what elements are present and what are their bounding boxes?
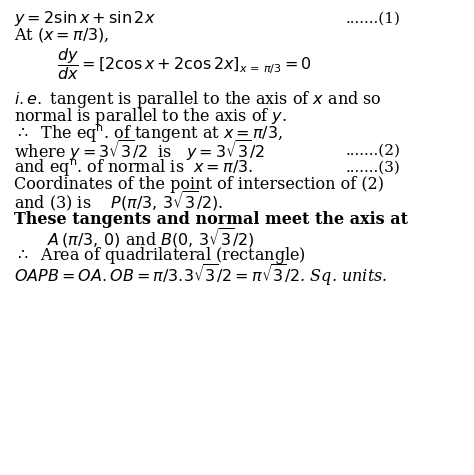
- Text: .......(2): .......(2): [346, 143, 401, 158]
- Text: $i.e.$ tangent is parallel to the axis of $x$ and so: $i.e.$ tangent is parallel to the axis o…: [14, 89, 382, 110]
- Text: $\therefore$  The eq$^{\mathrm{n}}$. of tangent at $x = \pi/3$,: $\therefore$ The eq$^{\mathrm{n}}$. of t…: [14, 124, 283, 144]
- Text: where $y = 3\sqrt{3}/2$  is   $y = 3\sqrt{3}/2$: where $y = 3\sqrt{3}/2$ is $y = 3\sqrt{3…: [14, 138, 265, 163]
- Text: $y = 2 \sin x + \sin 2x$: $y = 2 \sin x + \sin 2x$: [14, 10, 156, 28]
- Text: Coordinates of the point of intersection of (2): Coordinates of the point of intersection…: [14, 176, 384, 193]
- Text: and (3) is    $P(\pi/3,\, 3\sqrt{3}/2)$.: and (3) is $P(\pi/3,\, 3\sqrt{3}/2)$.: [14, 190, 223, 213]
- Text: $A\,(\pi/3,\, 0)$ and $B(0,\, 3\sqrt{3}/2)$: $A\,(\pi/3,\, 0)$ and $B(0,\, 3\sqrt{3}/…: [47, 226, 255, 250]
- Text: $\therefore$  Area of quadrilateral (rectangle): $\therefore$ Area of quadrilateral (rect…: [14, 245, 306, 266]
- Text: .......(1): .......(1): [346, 12, 401, 26]
- Text: $OAPB = OA.OB = \pi/3.3\sqrt{3}/2 = \pi\sqrt{3}/2$. Sq. units.: $OAPB = OA.OB = \pi/3.3\sqrt{3}/2 = \pi\…: [14, 263, 388, 288]
- Text: normal is parallel to the axis of $y$.: normal is parallel to the axis of $y$.: [14, 106, 287, 127]
- Text: $\dfrac{dy}{dx} = \left[2 \cos x + 2\cos 2x\right]_{x\,=\,\pi/3} = 0$: $\dfrac{dy}{dx} = \left[2 \cos x + 2\cos…: [57, 46, 312, 82]
- Text: and eq$^{\mathrm{n}}$. of normal is  $x = \pi/3$.: and eq$^{\mathrm{n}}$. of normal is $x =…: [14, 157, 254, 178]
- Text: These tangents and normal meet the axis at: These tangents and normal meet the axis …: [14, 211, 408, 228]
- Text: At $(x = \pi/3)$,: At $(x = \pi/3)$,: [14, 26, 109, 44]
- Text: .......(3): .......(3): [346, 160, 401, 174]
